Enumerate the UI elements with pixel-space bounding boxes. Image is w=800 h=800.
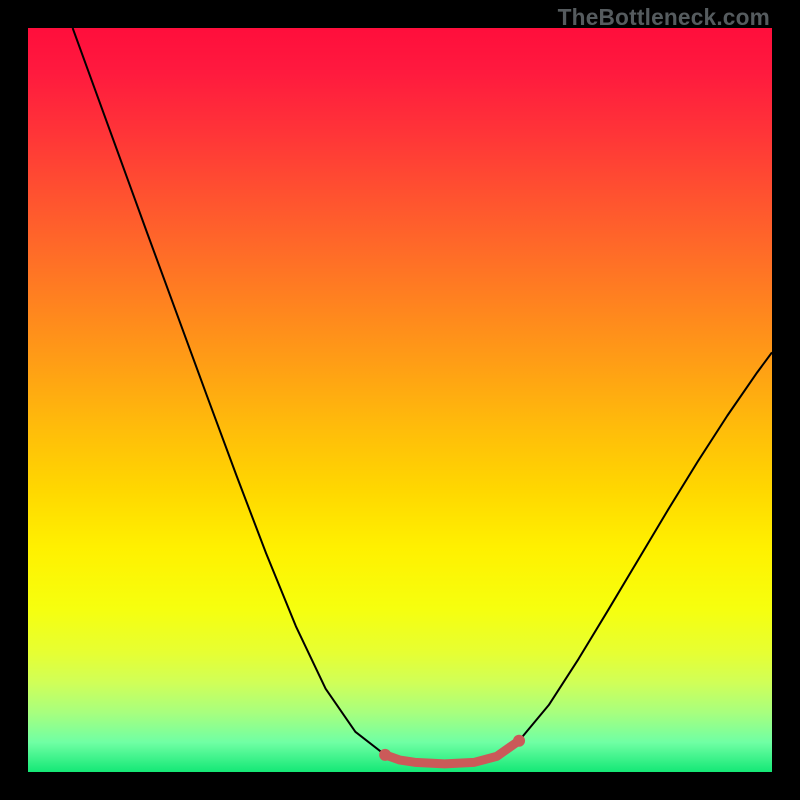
- plot-area: [28, 28, 772, 772]
- chart-frame: TheBottleneck.com: [0, 0, 800, 800]
- gradient-background: [28, 28, 772, 772]
- watermark-text: TheBottleneck.com: [558, 4, 770, 31]
- highlight-marker: [379, 749, 391, 761]
- highlight-marker: [513, 735, 525, 747]
- bottleneck-chart: [28, 28, 772, 772]
